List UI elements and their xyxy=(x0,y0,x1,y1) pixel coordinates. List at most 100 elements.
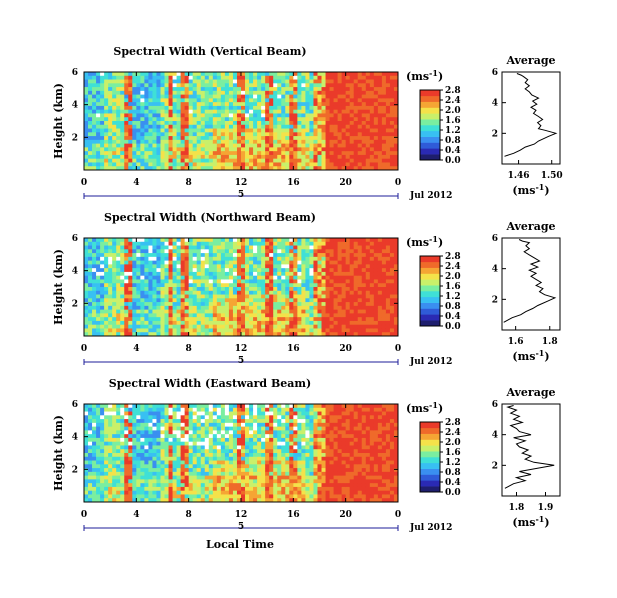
heatmap-cell xyxy=(168,430,173,435)
heatmap-cell xyxy=(265,139,270,145)
heatmap-cell xyxy=(265,294,270,299)
heatmap-cell xyxy=(92,411,97,416)
heatmap-cell xyxy=(132,162,137,167)
heatmap-cell xyxy=(184,253,190,258)
heatmap-cell xyxy=(192,490,198,495)
heatmap-cell xyxy=(305,279,310,284)
heatmap-cell xyxy=(168,113,173,118)
heatmap-cell xyxy=(216,238,222,243)
heatmap-cell xyxy=(200,309,206,314)
heatmap-cell xyxy=(273,298,278,303)
heatmap-cell xyxy=(337,264,343,269)
heatmap-cell xyxy=(220,72,226,77)
heatmap-cell xyxy=(156,105,161,111)
heatmap-cell xyxy=(168,498,173,503)
heatmap-cell xyxy=(293,253,298,258)
heatmap-cell xyxy=(325,143,330,148)
heatmap-cell xyxy=(345,302,351,307)
heatmap-cell xyxy=(273,124,278,129)
heatmap-cell xyxy=(176,139,182,145)
heatmap-cell xyxy=(220,94,226,99)
heatmap-cell xyxy=(253,124,258,129)
heatmap-cell xyxy=(88,113,93,118)
heatmap-cell xyxy=(156,117,161,122)
heatmap-cell xyxy=(180,136,186,141)
heatmap-cell xyxy=(144,264,149,269)
heatmap-cell xyxy=(329,94,334,99)
heatmap-cell xyxy=(208,264,214,269)
heatmap-cell xyxy=(204,143,210,148)
heatmap-cell xyxy=(305,302,310,307)
heatmap-cell xyxy=(128,268,133,273)
heatmap-cell xyxy=(309,287,314,292)
heatmap-cell xyxy=(273,283,278,288)
heatmap-cell xyxy=(104,249,109,254)
heatmap-cell xyxy=(220,147,226,152)
heatmap-cell xyxy=(156,471,161,477)
heatmap-cell xyxy=(353,294,359,299)
heatmap-cell xyxy=(120,434,125,439)
heatmap-cell xyxy=(377,290,383,295)
heatmap-cell xyxy=(140,332,145,337)
heatmap-cell xyxy=(349,264,355,269)
heatmap-cell xyxy=(241,253,246,258)
heatmap-cell xyxy=(104,154,109,160)
heatmap-cell xyxy=(112,79,117,84)
heatmap-cell xyxy=(184,158,190,163)
heatmap-cell xyxy=(281,136,286,141)
heatmap-cell xyxy=(285,279,290,284)
heatmap-cell xyxy=(385,283,391,288)
heatmap-cell xyxy=(108,305,113,311)
heatmap-cell xyxy=(164,490,169,495)
heatmap-cell xyxy=(108,445,113,450)
heatmap-cell xyxy=(196,479,202,484)
heatmap-cell xyxy=(245,264,250,269)
heatmap-cell xyxy=(393,298,399,303)
heatmap-cell xyxy=(265,117,270,122)
heatmap-cell xyxy=(224,294,230,299)
heatmap-cell xyxy=(361,154,367,160)
heatmap-cell xyxy=(216,102,222,107)
heatmap-cell xyxy=(96,415,101,420)
heatmap-cell xyxy=(128,75,133,80)
heatmap-cell xyxy=(377,324,383,329)
heatmap-cell xyxy=(369,113,375,118)
heatmap-cell xyxy=(128,486,133,492)
heatmap-cell xyxy=(216,253,222,258)
heatmap-cell xyxy=(224,79,230,84)
heatmap-cell xyxy=(385,147,391,152)
heatmap-cell xyxy=(160,287,165,292)
heatmap-cell xyxy=(249,320,254,326)
heatmap-cell xyxy=(249,290,254,295)
heatmap-cell xyxy=(148,426,153,431)
heatmap-cell xyxy=(373,317,379,322)
heatmap-cell xyxy=(200,283,206,288)
heatmap-cell xyxy=(309,166,314,171)
heatmap-cell xyxy=(124,317,129,322)
heatmap-cell xyxy=(265,154,270,160)
heatmap-cell xyxy=(84,151,89,156)
heatmap-cell xyxy=(220,136,226,141)
heatmap-cell xyxy=(140,453,145,458)
heatmap-cell xyxy=(329,79,334,84)
avg-x-tick-label: 1.8 xyxy=(542,337,558,347)
heatmap-cell xyxy=(156,456,161,461)
heatmap-cell xyxy=(208,136,214,141)
heatmap-cell xyxy=(245,113,250,118)
heatmap-cell xyxy=(353,94,359,99)
heatmap-cell xyxy=(132,143,137,148)
heatmap-cell xyxy=(196,253,202,258)
heatmap-cell xyxy=(357,256,363,262)
heatmap-cell xyxy=(220,302,226,307)
heatmap-cell xyxy=(200,445,206,450)
heatmap-cell xyxy=(88,158,93,163)
heatmap-cell xyxy=(285,79,290,84)
heatmap-cell xyxy=(265,94,270,99)
heatmap-cell xyxy=(136,287,141,292)
heatmap-cell xyxy=(216,113,222,118)
heatmap-cell xyxy=(313,279,318,284)
heatmap-cell xyxy=(172,298,177,303)
heatmap-cell xyxy=(228,128,234,133)
heatmap-cell xyxy=(345,275,351,280)
heatmap-cell xyxy=(104,75,109,80)
